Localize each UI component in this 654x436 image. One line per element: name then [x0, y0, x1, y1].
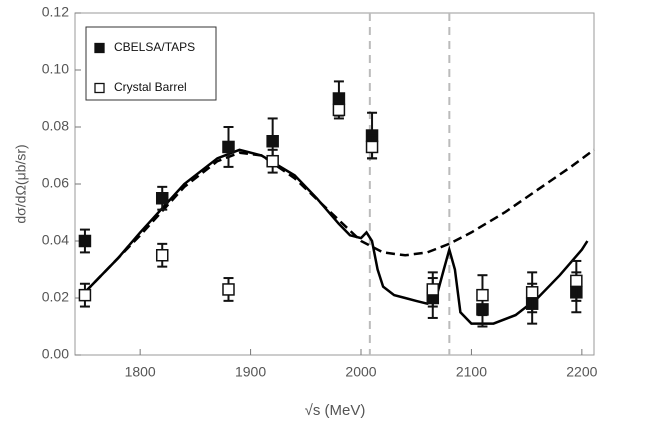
- y-tick-label: 0.10: [42, 61, 69, 77]
- legend-label: CBELSA/TAPS: [114, 40, 195, 54]
- data-point: [78, 234, 92, 248]
- y-axis-label: dσ/dΩ(μb/sr): [13, 144, 29, 223]
- data-point: [476, 288, 489, 302]
- model-curve: [84, 148, 595, 294]
- data-point: [570, 274, 583, 288]
- y-tick-label: 0.08: [42, 118, 69, 134]
- data-point: [365, 140, 379, 154]
- y-tick-label: 0.02: [42, 289, 69, 305]
- x-tick-label: 2200: [566, 364, 597, 380]
- y-tick-label: 0.04: [42, 232, 69, 248]
- data-point: [332, 103, 346, 117]
- data-point: [155, 249, 169, 262]
- legend-label: Crystal Barrel: [114, 80, 187, 94]
- model-curve: [84, 148, 589, 325]
- y-tick-label: 0.00: [42, 346, 69, 362]
- data-point: [266, 154, 279, 168]
- data-point: [222, 283, 235, 296]
- data-point: [155, 192, 169, 205]
- x-tick-label: 2000: [345, 364, 376, 380]
- x-tick-label: 2100: [456, 364, 487, 380]
- x-tick-label: 1800: [125, 364, 156, 380]
- data-point: [78, 288, 92, 302]
- data-point: [426, 283, 440, 296]
- data-point: [525, 286, 539, 299]
- y-tick-label: 0.06: [42, 175, 69, 191]
- legend-box: [85, 26, 217, 101]
- x-tick-label: 1900: [235, 364, 266, 380]
- x-axis-label: √s (MeV): [305, 402, 366, 419]
- legend-marker: [94, 82, 105, 94]
- legend-marker: [94, 42, 105, 54]
- data-point: [266, 135, 279, 148]
- data-point: [222, 140, 235, 154]
- y-tick-label: 0.12: [42, 4, 69, 20]
